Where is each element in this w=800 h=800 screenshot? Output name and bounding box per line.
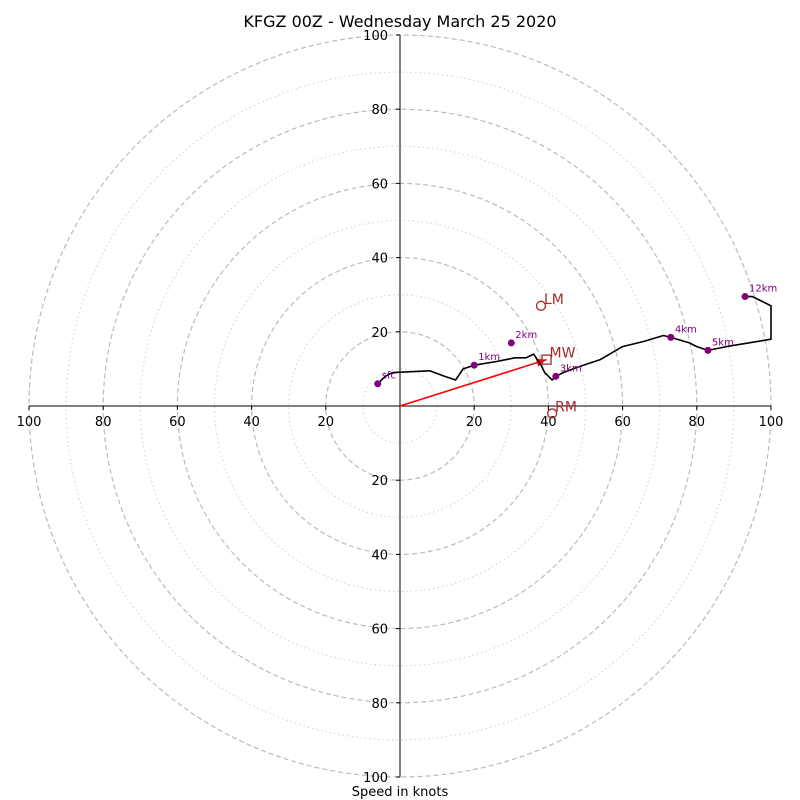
y-tick-label: 60 (371, 623, 388, 638)
y-tick-label: 100 (363, 29, 388, 44)
hodograph-series (377, 295, 772, 407)
x-tick-label: 60 (614, 415, 631, 430)
x-tick-label: 20 (466, 415, 483, 430)
x-tick-label: 100 (17, 415, 42, 430)
x-tick-label: 60 (169, 415, 186, 430)
height-marker-label: 4km (675, 324, 697, 335)
storm-motions: LM MW RM (535, 292, 577, 419)
x-tick-label: 20 (318, 415, 335, 430)
hodograph-line (377, 295, 772, 385)
y-tick-label: 60 (371, 177, 388, 192)
y-tick-label: 20 (371, 326, 388, 341)
height-marker-point (470, 361, 478, 369)
storm-motion-marker (535, 300, 547, 311)
y-tick-label: 40 (371, 252, 388, 267)
storm-motion-label: RM (555, 399, 577, 415)
height-marker-point (552, 372, 560, 380)
x-tick-label: 100 (759, 415, 784, 430)
height-marker-label: sfc (382, 371, 396, 382)
y-tick-label: 100 (363, 771, 388, 786)
y-tick-label: 80 (371, 697, 388, 712)
x-tick-label: 80 (689, 415, 706, 430)
tick-labels: 100 80 60 40 20 20 40 60 80 100 100 80 60 40 20 20 40 60 8… (17, 29, 784, 786)
height-marker-label: 2km (515, 330, 537, 341)
x-tick-label: 80 (95, 415, 112, 430)
height-marker-label: 3km (560, 363, 582, 374)
storm-motion-label: LM (544, 292, 564, 308)
y-tick-label: 20 (371, 474, 388, 489)
height-marker-point (374, 380, 382, 388)
height-marker-label: 12km (749, 284, 777, 295)
storm-motion-marker (541, 354, 552, 365)
x-tick-label: 40 (243, 415, 260, 430)
height-markers: sfc 1km 2km 3km 4km 5km 12km (374, 284, 777, 388)
storm-motion-label: MW (550, 346, 576, 362)
chart-title: KFGZ 00Z - Wednesday March 25 2020 (243, 12, 556, 31)
x-axis-label: Speed in knots (352, 785, 449, 800)
x-tick-label: 40 (540, 415, 557, 430)
height-marker-point (507, 339, 515, 347)
height-marker-point (741, 293, 749, 301)
shear-vector-line (399, 358, 547, 407)
height-marker-point (667, 333, 675, 341)
y-tick-label: 40 (371, 548, 388, 563)
y-tick-label: 80 (371, 103, 388, 118)
height-marker-label: 1km (478, 352, 500, 363)
height-marker-point (704, 346, 712, 354)
storm-motion-marker (546, 408, 558, 419)
height-marker-label: 5km (712, 337, 734, 348)
